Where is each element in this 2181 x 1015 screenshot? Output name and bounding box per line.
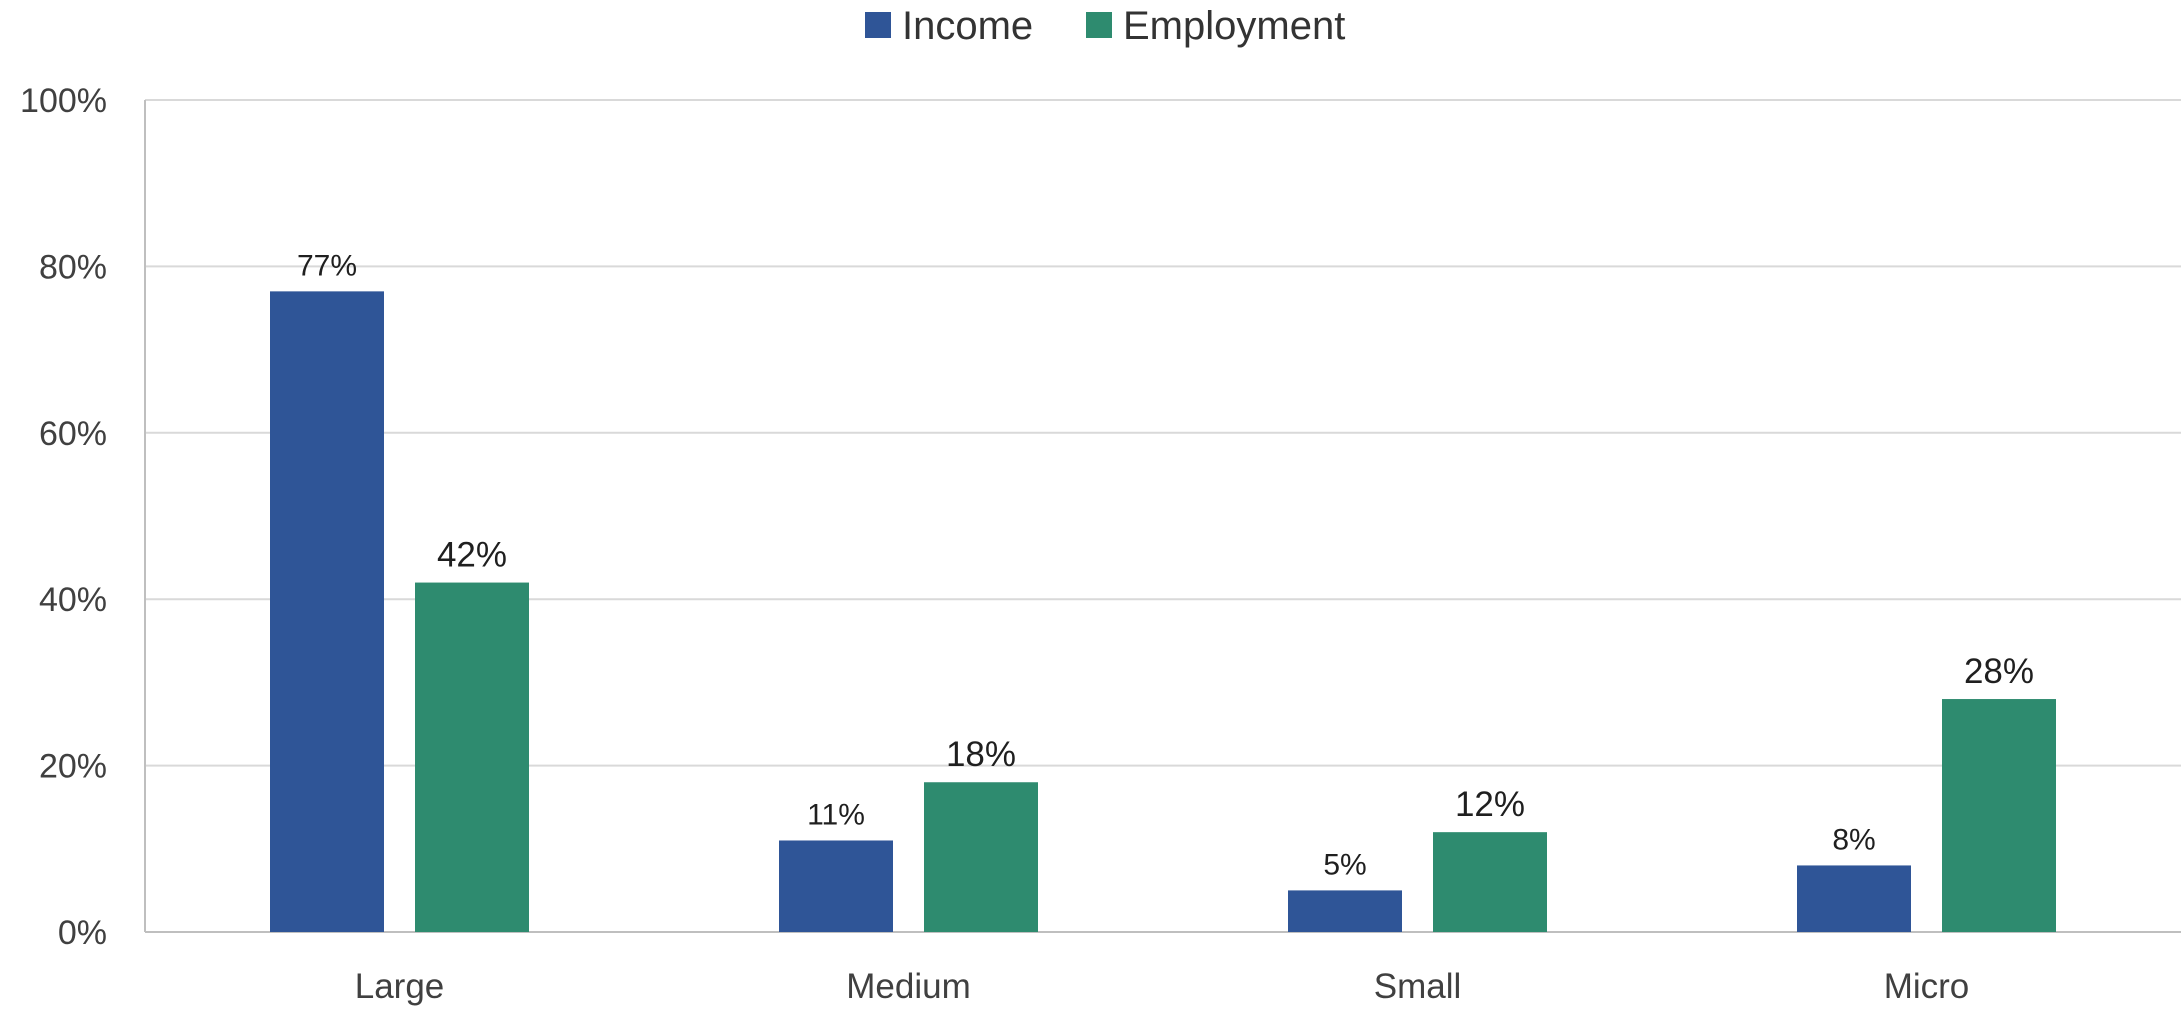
- legend-label: Employment: [1123, 4, 1345, 48]
- legend-label: Income: [902, 4, 1033, 48]
- x-tick-label: Large: [355, 967, 445, 1006]
- y-tick-label: 100%: [20, 82, 107, 120]
- y-tick-label: 80%: [39, 248, 107, 286]
- bars: [270, 291, 2056, 932]
- bar-employment-micro: [1942, 699, 2056, 932]
- data-label: 18%: [946, 735, 1016, 774]
- x-tick-label: Micro: [1884, 967, 1970, 1006]
- data-label: 8%: [1832, 823, 1875, 856]
- legend-swatch: [865, 12, 891, 38]
- data-label: 28%: [1964, 652, 2034, 691]
- bar-employment-large: [415, 582, 529, 932]
- y-tick-label: 20%: [39, 748, 107, 786]
- x-tick-label: Medium: [846, 967, 970, 1006]
- data-labels: 77% 42% 11% 18% 5% 12% 8% 28%: [297, 249, 2034, 881]
- x-axis-ticks: Large Medium Small Micro: [355, 967, 1970, 1006]
- legend-item-employment[interactable]: Employment: [1086, 4, 1345, 48]
- y-tick-label: 0%: [58, 914, 107, 952]
- bar-employment-medium: [924, 782, 1038, 932]
- bar-employment-small: [1433, 832, 1547, 932]
- y-tick-label: 40%: [39, 581, 107, 619]
- legend-item-income[interactable]: Income: [865, 4, 1033, 48]
- data-label: 12%: [1455, 785, 1525, 824]
- legend: Income Employment: [865, 4, 1345, 48]
- data-label: 42%: [437, 536, 507, 575]
- bar-income-micro: [1797, 865, 1911, 932]
- bar-income-large: [270, 291, 384, 932]
- data-label: 5%: [1323, 848, 1366, 881]
- legend-swatch: [1086, 12, 1112, 38]
- y-axis-ticks: 0% 20% 40% 60% 80% 100%: [20, 82, 107, 952]
- data-label: 77%: [297, 249, 357, 282]
- bar-income-small: [1288, 890, 1402, 932]
- y-tick-label: 60%: [39, 415, 107, 453]
- data-label: 11%: [807, 798, 865, 831]
- x-tick-label: Small: [1374, 967, 1462, 1006]
- bar-income-medium: [779, 840, 893, 932]
